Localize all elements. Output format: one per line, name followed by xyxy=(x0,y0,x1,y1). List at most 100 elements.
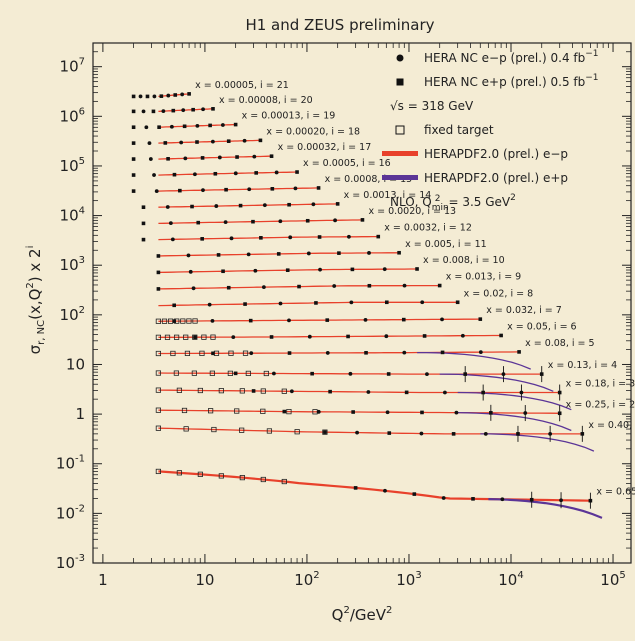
legend-marker-square xyxy=(396,78,404,86)
hera-ep-minus-point xyxy=(425,372,429,376)
hera-ep-plus-point xyxy=(208,123,212,128)
fixed-target-point xyxy=(183,334,189,340)
fixed-target-point xyxy=(176,470,182,476)
hera-ep-plus-point xyxy=(159,94,164,98)
hera-ep-plus-point xyxy=(157,125,161,129)
bin-label: x = 0.40, i = 1 xyxy=(588,420,635,431)
y-tick-label: 107 xyxy=(60,57,85,76)
hera-ep-plus-point xyxy=(422,334,427,338)
hera-ep-minus-point xyxy=(311,202,316,207)
hera-ep-plus-point xyxy=(386,372,391,376)
hera-ep-minus-point xyxy=(201,107,205,112)
hera-ep-minus-point xyxy=(231,335,236,339)
fixed-target-point xyxy=(192,334,198,340)
hera-ep-plus-point xyxy=(156,254,161,258)
hera-ep-minus-point xyxy=(141,109,146,114)
fixed-target-point xyxy=(281,388,287,394)
hera-ep-minus-point xyxy=(210,318,215,323)
hera-ep-plus-point xyxy=(517,350,521,354)
ep-plus-curve xyxy=(488,498,603,519)
bin-label: x = 0.008, i = 10 xyxy=(423,255,505,266)
hera-ep-minus-point xyxy=(195,123,200,128)
legend-entry: fixed target xyxy=(424,123,494,137)
hera-ep-minus-point xyxy=(347,234,351,239)
legend-entry: HERAPDF2.0 (prel.) e−p xyxy=(424,147,568,161)
hera-ep-plus-point xyxy=(238,203,243,208)
hera-ep-minus-point xyxy=(165,205,170,209)
ep-minus-curve xyxy=(158,235,379,241)
x-tick-label: 1 xyxy=(98,571,108,589)
bin-label: x = 0.00008, i = 20 xyxy=(219,95,313,106)
hera-ep-plus-point xyxy=(141,221,146,226)
fixed-target-point xyxy=(218,388,224,394)
hera-ep-plus-point xyxy=(200,156,205,160)
hera-ep-minus-point xyxy=(287,318,291,323)
hera-ep-plus-point xyxy=(251,389,256,393)
hera-ep-minus-point xyxy=(293,186,298,191)
hera-ep-plus-point xyxy=(478,317,483,321)
hera-ep-minus-point xyxy=(148,157,153,161)
fixed-target-point xyxy=(155,425,161,431)
hera-ep-minus-point xyxy=(169,124,174,129)
fixed-target-point xyxy=(218,473,224,479)
fixed-target-point xyxy=(211,426,217,433)
x-tick-label: 103 xyxy=(396,570,421,589)
hera-ep-plus-point xyxy=(451,432,456,436)
hera-ep-plus-point xyxy=(131,141,136,145)
fixed-target-point xyxy=(173,334,180,340)
legend-entry: HERA NC e+p (prel.) 0.5 fb−1 xyxy=(424,73,599,89)
hera-ep-minus-point xyxy=(363,317,368,322)
y-tick-label: 10-3 xyxy=(56,553,85,572)
hera-ep-plus-point xyxy=(233,122,238,127)
hera-ep-plus-point xyxy=(323,430,327,434)
ep-plus-curve xyxy=(457,391,572,411)
hera-ep-minus-point xyxy=(367,251,371,255)
hera-ep-minus-point xyxy=(154,189,159,193)
hera-ep-plus-point xyxy=(317,235,322,239)
fixed-target-point xyxy=(197,387,203,394)
fixed-target-point xyxy=(184,350,191,356)
hera-ep-minus-point xyxy=(383,488,387,493)
bin-label: x = 0.005, i = 11 xyxy=(405,239,487,250)
bin-label: x = 0.0032, i = 12 xyxy=(384,223,472,234)
hera-ep-plus-point xyxy=(415,267,419,271)
hera-ep-plus-point xyxy=(360,218,365,222)
hera-ep-plus-point xyxy=(172,172,177,177)
fixed-target-point xyxy=(155,370,161,376)
fixed-target-point xyxy=(208,408,214,414)
bin-label: x = 0.13, i = 4 xyxy=(548,360,618,371)
hera-ep-minus-point xyxy=(440,317,444,322)
y-tick-label: 10 xyxy=(66,355,85,373)
bin-label: x = 0.0005, i = 16 xyxy=(303,158,391,169)
hera-ep-plus-point xyxy=(200,237,204,241)
x-tick-label: 10 xyxy=(195,571,214,589)
hera-ep-plus-point xyxy=(376,234,381,239)
hera-ep-plus-point xyxy=(187,92,191,96)
fixed-target-point xyxy=(227,370,233,376)
fixed-target-point xyxy=(199,350,205,356)
hera-ep-minus-point xyxy=(288,235,293,240)
x-tick-label: 105 xyxy=(600,570,625,589)
x-tick-label: 102 xyxy=(294,570,319,589)
hera-ep-plus-point xyxy=(211,351,215,356)
hera-ep-minus-point xyxy=(271,371,276,376)
bin-label: x = 0.02, i = 8 xyxy=(464,288,534,299)
ep-plus-curve xyxy=(480,433,595,452)
fixed-target-point xyxy=(234,408,240,414)
hera-ep-plus-point xyxy=(254,171,258,175)
hera-ep-minus-point xyxy=(355,430,359,435)
hera-ep-plus-point xyxy=(285,268,290,272)
hera-ep-plus-point xyxy=(141,205,146,210)
hera-ep-minus-point xyxy=(161,109,166,114)
hera-ep-plus-point xyxy=(499,333,503,338)
y-tick-label: 10-1 xyxy=(56,454,85,473)
hera-ep-minus-point xyxy=(325,351,330,355)
hera-ep-minus-point xyxy=(186,253,191,258)
fixed-target-point xyxy=(242,350,249,356)
bin-label: x = 0.05, i = 6 xyxy=(507,321,576,332)
hera-ep-plus-point xyxy=(437,283,442,288)
legend-entry: HERAPDF2.0 (prel.) e+p xyxy=(424,171,568,185)
hera-ep-plus-point xyxy=(233,371,238,376)
hera-ep-minus-point xyxy=(253,268,258,273)
hera-ep-minus-point xyxy=(349,300,354,305)
